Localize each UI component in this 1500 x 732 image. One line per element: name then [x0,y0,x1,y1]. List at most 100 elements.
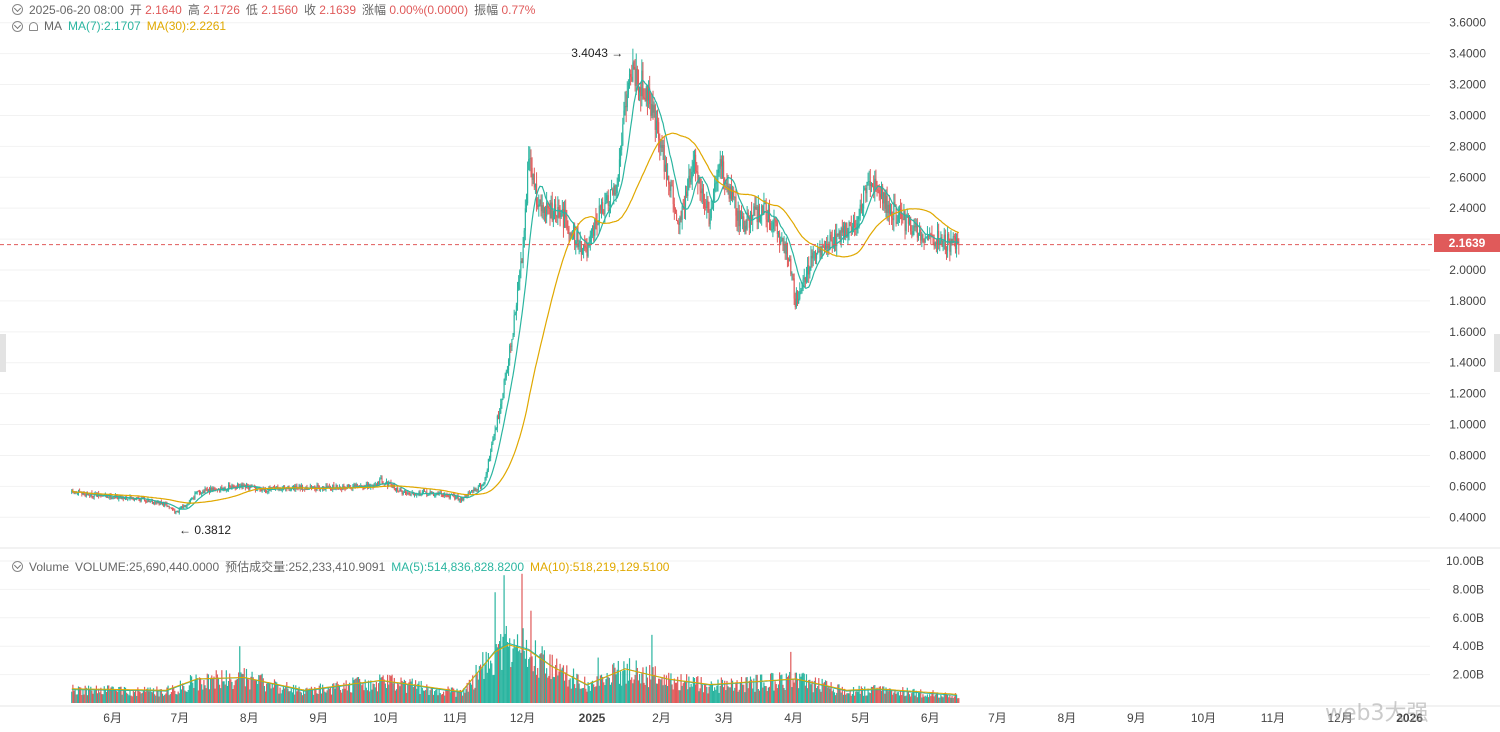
candle-body [637,84,640,93]
candle-body [599,205,601,210]
candle-body [802,279,804,289]
volume-bar [895,693,897,703]
candle-body [687,179,689,197]
volume-bar [817,686,819,703]
volume-bar [309,688,311,703]
volume-bar [892,694,894,703]
volume-bar [800,676,802,703]
volume-bar [332,683,334,703]
candle-body [128,498,130,500]
collapse-icon[interactable] [12,561,23,572]
candle-body [791,273,793,275]
volume-bar [832,689,834,703]
volume-bar [596,676,598,703]
candle-body [775,220,777,223]
volume-bar [506,642,509,703]
volume-bar [271,683,273,703]
candle-body [863,190,865,209]
candle-body [737,210,739,221]
candle-date: 2025-06-20 08:00 [29,2,124,17]
volume-bar [509,638,511,703]
volume-bar [392,683,394,703]
volume-bar [725,690,727,703]
volume-bar [304,693,306,703]
volume-bar [693,677,696,703]
candle-body [646,86,648,101]
bell-icon[interactable] [29,21,38,31]
collapse-icon[interactable] [12,4,23,15]
candle-body [842,225,844,233]
candle-body [491,444,493,452]
max-price-annotation: 3.4043 → [571,46,623,60]
candle-body [484,478,486,483]
candle-body [820,246,822,256]
volume-bar [632,683,634,703]
volume-bar [659,678,661,703]
candle-body [397,487,399,491]
time-tick-label: 4月 [784,711,803,725]
candle-body [493,435,495,440]
left-panel-handle[interactable] [0,334,6,372]
volume-bar [686,674,688,703]
candle-body [751,212,753,221]
candle-body [622,124,624,146]
volume-bar [951,695,953,703]
volume-bar [944,692,946,703]
volume-bar [140,693,142,703]
volume-bar [930,696,932,703]
volume-bar [298,686,300,703]
candle-body [631,76,633,82]
candle-body [88,494,90,496]
volume-bar [268,682,270,703]
volume-bar [453,688,455,703]
volume-bar [198,677,201,703]
volume-bar [206,673,208,703]
volume-bar [98,688,100,703]
time-tick-label: 7月 [170,711,189,725]
volume-bar [352,677,354,703]
candle-body [652,104,654,113]
candle-body [706,200,708,208]
volume-bar [222,681,224,703]
volume-bar [528,659,530,703]
candle-body [919,229,921,236]
volume-bar [803,673,805,703]
candle-body [926,235,928,237]
volume-bar [494,592,496,703]
volume-bar [158,696,160,703]
time-tick-label: 6月 [921,711,940,725]
volume-bar [363,690,365,703]
candle-body [110,494,112,499]
volume-bar [559,663,561,703]
volume-bar [296,691,298,703]
candle-body [914,226,916,228]
candle-body [839,231,841,243]
volume-bar [120,686,122,703]
volume-bar [925,696,927,703]
candle-body [681,206,683,220]
candle-body [410,493,412,495]
candle-body [396,487,398,491]
candle-body [606,195,608,201]
candle-body [677,220,679,223]
candle-body [837,233,839,236]
candle-body [814,251,816,259]
collapse-icon[interactable] [12,20,23,32]
volume-bar [241,673,243,703]
volume-bar [329,686,332,703]
candle-body [574,225,576,244]
volume-bar [197,690,199,703]
volume-bar [124,687,127,703]
candle-body [840,228,842,243]
candle-body [668,175,670,185]
right-panel-handle[interactable] [1494,334,1500,372]
volume-bar [718,692,720,703]
volume-bar [898,695,901,703]
volume-bar [807,688,809,703]
volume-bar [283,688,286,703]
volume-bar [627,680,629,703]
candle-body [151,501,153,504]
volume-bar [608,677,610,703]
volume-bar [129,690,131,703]
volume-bar [468,679,470,703]
